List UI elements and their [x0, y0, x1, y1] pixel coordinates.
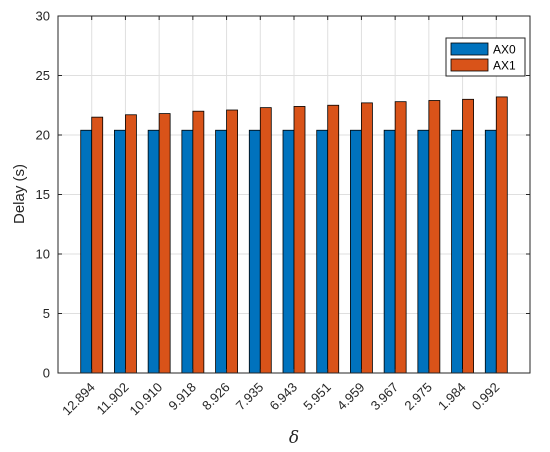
x-tick-label: 4.959: [334, 380, 368, 414]
bar-ax0-4: [215, 129, 227, 374]
y-tick-label: 30: [36, 9, 50, 24]
legend-label-ax1: AX1: [493, 59, 516, 73]
bar-ax0-12: [484, 129, 497, 374]
x-tick-label: 0.992: [469, 380, 503, 414]
x-tick-label: 7.935: [233, 380, 267, 414]
bar-ax1-8: [361, 102, 373, 374]
bar-ax0-8: [350, 129, 362, 374]
x-tick-label: 8.926: [199, 380, 233, 414]
y-tick-label: 5: [43, 306, 50, 321]
bar-ax1-10: [428, 100, 441, 374]
bar-ax0-11: [451, 129, 463, 374]
bar-ax1-7: [327, 104, 340, 374]
bar-ax1-3: [192, 110, 205, 374]
x-tick-label: 6.943: [267, 380, 301, 414]
x-tick-label: 5.951: [300, 380, 334, 414]
bar-ax1-1: [125, 114, 137, 374]
bars-group: [80, 96, 508, 374]
x-tick-label: 10.910: [127, 380, 166, 419]
x-tick-label: 1.984: [435, 380, 469, 414]
legend-swatch-ax1: [450, 58, 489, 72]
bar-ax0-10: [417, 129, 430, 374]
legend-swatch-ax0: [450, 42, 489, 56]
bar-ax0-7: [316, 129, 329, 374]
bar-ax0-1: [114, 129, 126, 374]
bar-ax1-12: [495, 96, 508, 374]
bar-ax1-2: [158, 113, 171, 374]
x-tick-label: 2.975: [401, 380, 435, 414]
bar-ax0-9: [383, 129, 396, 374]
legend-label-ax0: AX0: [493, 43, 516, 57]
bar-ax1-6: [293, 106, 306, 374]
x-tick-label: 9.918: [165, 380, 199, 414]
bar-ax0-3: [181, 129, 194, 374]
bar-ax0-5: [248, 129, 261, 374]
bar-ax1-11: [462, 98, 474, 374]
y-tick-label: 15: [36, 187, 50, 202]
y-tick-label: 25: [36, 68, 50, 83]
bar-ax0-6: [282, 129, 295, 374]
bar-ax0-2: [147, 129, 160, 374]
x-tick-label: 11.902: [94, 380, 132, 418]
bar-ax1-9: [394, 101, 407, 374]
bar-ax1-0: [91, 116, 104, 374]
y-tick-label: 0: [43, 366, 50, 381]
y-axis-label: Delay (s): [11, 164, 28, 224]
y-ticks-group: 0 5 10 15 20 25 30: [36, 9, 530, 381]
x-tick-label: 12.894: [59, 380, 98, 419]
bar-ax0-0: [80, 129, 93, 374]
x-axis-label: δ: [289, 428, 299, 448]
x-tick-label: 3.967: [368, 380, 402, 414]
y-tick-label: 20: [36, 128, 50, 143]
bar-ax1-5: [259, 107, 272, 374]
bar-ax1-4: [226, 109, 238, 374]
y-tick-label: 10: [36, 247, 50, 262]
